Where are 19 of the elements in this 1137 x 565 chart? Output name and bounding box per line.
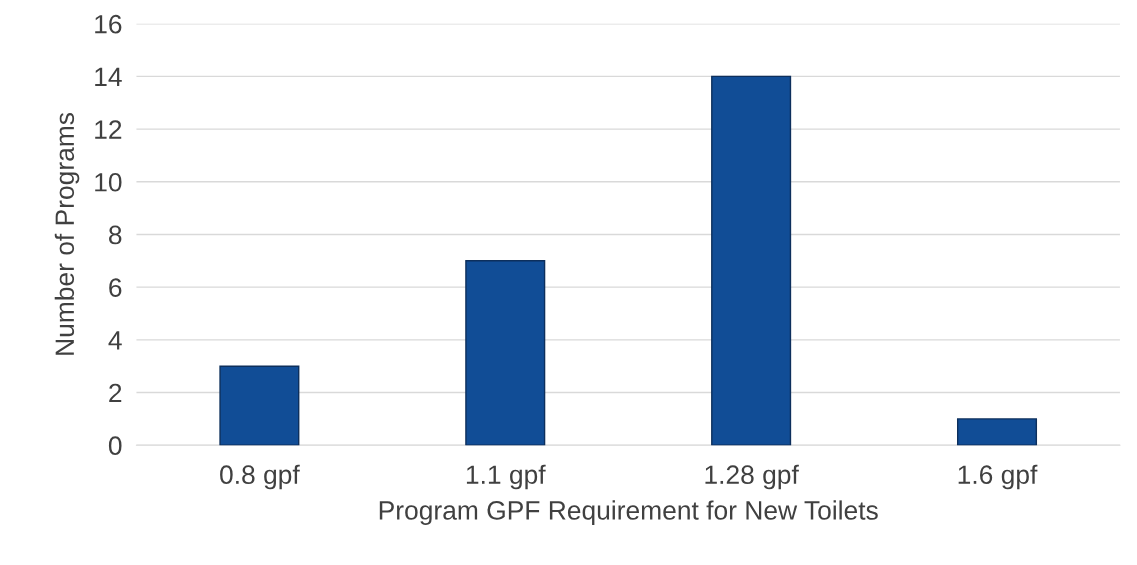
y-tick-label: 2 xyxy=(109,383,122,403)
y-tick-label: 14 xyxy=(95,67,122,86)
x-tick-label: 1.28 gpf xyxy=(705,464,799,490)
y-tick-label: 6 xyxy=(109,278,122,297)
x-tick-label: 0.8 gpf xyxy=(220,464,300,490)
x-tick-label: 1.1 gpf xyxy=(466,464,546,490)
y-tick-label: 8 xyxy=(109,225,122,245)
y-tick-label: 4 xyxy=(108,331,122,350)
bar xyxy=(465,260,546,446)
y-axis-title: Number of Programs xyxy=(54,112,80,355)
bar xyxy=(219,365,300,446)
bar xyxy=(956,418,1038,446)
y-tick-label: 12 xyxy=(95,120,122,139)
x-axis-title: Program GPF Requirement for New Toilets xyxy=(379,500,878,525)
y-tick-label: 0 xyxy=(108,436,122,456)
bar xyxy=(711,75,792,446)
y-tick-label: 10 xyxy=(95,172,122,192)
x-tick-label: 1.6 gpf xyxy=(958,464,1038,490)
y-tick-label: 16 xyxy=(95,14,122,34)
